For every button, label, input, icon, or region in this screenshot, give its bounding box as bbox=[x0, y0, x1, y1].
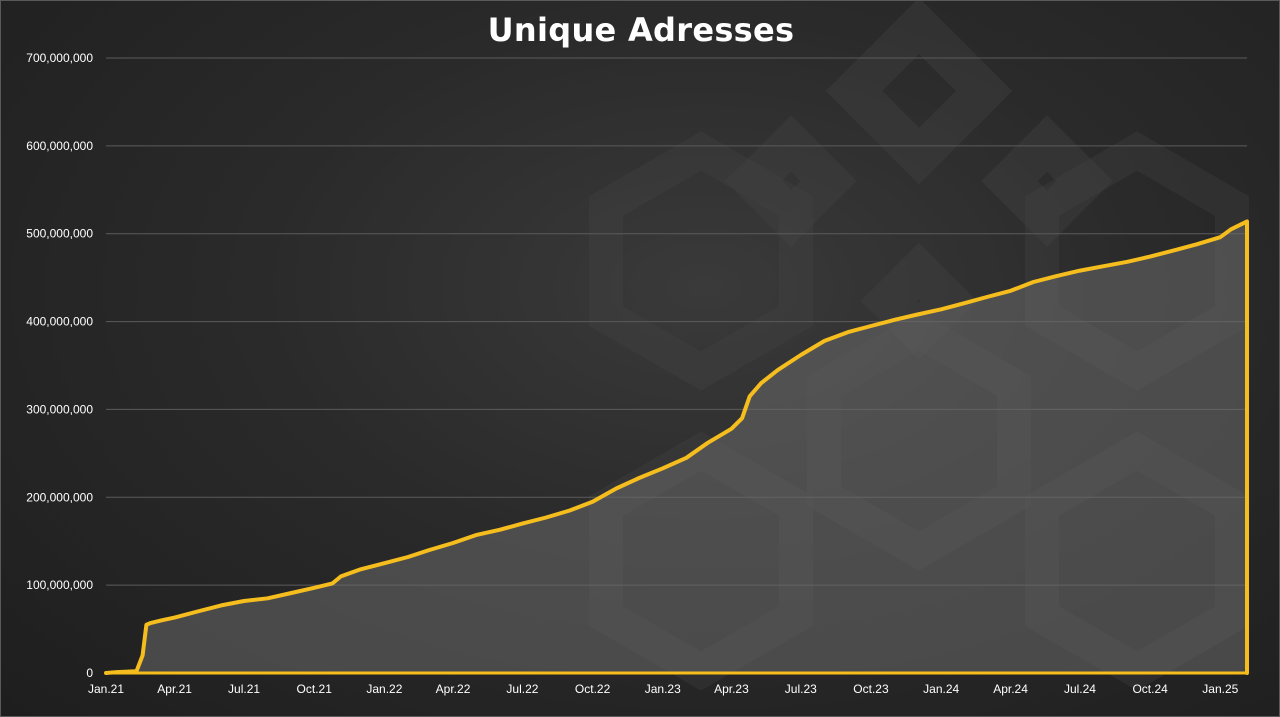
x-tick-label: Jan.25 bbox=[1202, 682, 1238, 696]
y-tick-label: 100,000,000 bbox=[26, 578, 93, 592]
x-tick-label: Jan.22 bbox=[366, 682, 402, 696]
x-tick-label: Jan.24 bbox=[923, 682, 959, 696]
x-tick-label: Oct.22 bbox=[575, 682, 611, 696]
x-tick-label: Oct.24 bbox=[1132, 682, 1168, 696]
series-area-fill bbox=[106, 221, 1247, 673]
y-tick-label: 600,000,000 bbox=[26, 139, 93, 153]
y-tick-label: 400,000,000 bbox=[26, 315, 93, 329]
watermark-diamond bbox=[981, 115, 1113, 247]
x-tick-label: Apr.21 bbox=[157, 682, 192, 696]
y-tick-label: 300,000,000 bbox=[26, 402, 93, 416]
x-tick-label: Apr.22 bbox=[436, 682, 471, 696]
x-tick-label: Jul.21 bbox=[228, 682, 260, 696]
x-tick-label: Jul.24 bbox=[1064, 682, 1096, 696]
x-tick-label: Jul.23 bbox=[785, 682, 817, 696]
watermark-diamond bbox=[825, 1, 1013, 185]
x-tick-label: Jul.22 bbox=[506, 682, 538, 696]
watermark-hexagon bbox=[589, 131, 813, 391]
x-tick-label: Apr.24 bbox=[993, 682, 1028, 696]
y-axis-labels: 0 100,000,000 200,000,000 300,000,000 400,00… bbox=[26, 51, 93, 680]
chart-title: Unique Adresses bbox=[487, 11, 795, 49]
y-tick-label: 700,000,000 bbox=[26, 51, 93, 65]
y-tick-label: 200,000,000 bbox=[26, 490, 93, 504]
x-tick-label: Oct.21 bbox=[297, 682, 333, 696]
x-tick-label: Jan.21 bbox=[88, 682, 124, 696]
x-tick-label: Jan.23 bbox=[645, 682, 681, 696]
y-tick-label: 0 bbox=[86, 666, 93, 680]
watermark-diamond bbox=[725, 115, 857, 247]
x-axis-labels: Jan.21 Apr.21 Jul.21 Oct.21 Jan.22 Apr.22 Jul.… bbox=[88, 682, 1239, 696]
series-area bbox=[104, 219, 1249, 675]
y-tick-label: 500,000,000 bbox=[26, 227, 93, 241]
x-tick-label: Apr.23 bbox=[714, 682, 749, 696]
x-tick-label: Oct.23 bbox=[853, 682, 889, 696]
